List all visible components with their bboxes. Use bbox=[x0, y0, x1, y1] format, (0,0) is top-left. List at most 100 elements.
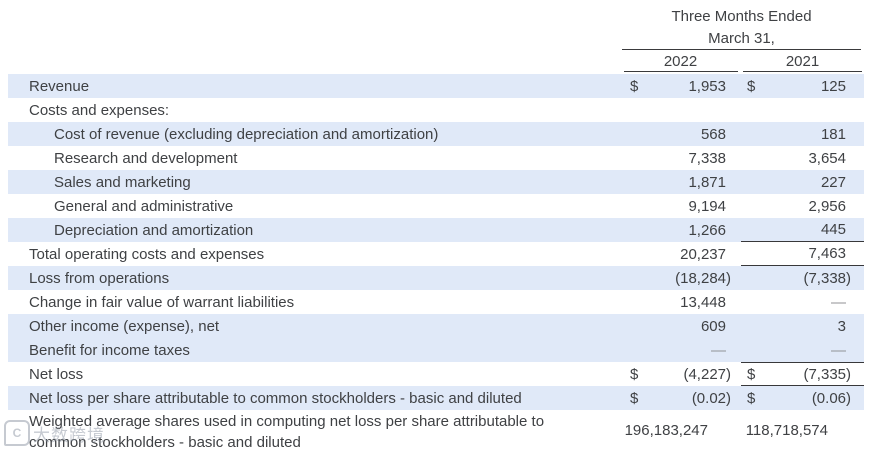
table-row-sales-marketing: Sales and marketing 1,871 227 bbox=[8, 170, 864, 194]
dollar-sign: $ bbox=[630, 389, 639, 407]
table-row-benefit-income-taxes: Benefit for income taxes — — bbox=[8, 338, 864, 362]
dollar-sign: $ bbox=[630, 77, 639, 95]
row-label: Benefit for income taxes bbox=[29, 341, 190, 359]
dollar-sign: $ bbox=[747, 365, 756, 383]
cell-2022: $1,953 bbox=[622, 74, 741, 98]
cell-2021: 7,463 bbox=[741, 242, 864, 266]
dollar-sign: $ bbox=[630, 365, 639, 383]
cell-2021 bbox=[741, 98, 864, 122]
table-row-general-administrative: General and administrative 9,194 2,956 bbox=[8, 194, 864, 218]
row-label: Net loss bbox=[29, 365, 84, 383]
value-2021: 2,956 bbox=[808, 197, 846, 215]
table-row-revenue: Revenue $1,953 $125 bbox=[8, 74, 864, 98]
row-label: Revenue bbox=[29, 77, 90, 95]
value-2022: — bbox=[711, 341, 726, 359]
value-2021: (7,335) bbox=[803, 365, 851, 383]
row-label: Loss from operations bbox=[29, 269, 170, 287]
value-2021: 125 bbox=[820, 77, 846, 95]
value-2021: (0.06) bbox=[811, 389, 851, 407]
value-2021: 181 bbox=[820, 125, 846, 143]
cell-2021: 227 bbox=[741, 170, 864, 194]
value-2021: 445 bbox=[820, 221, 846, 238]
value-2021: (7,338) bbox=[803, 269, 851, 287]
cell-2022: 1,871 bbox=[622, 170, 741, 194]
dollar-sign: $ bbox=[747, 77, 756, 95]
cell-2022: 568 bbox=[622, 122, 741, 146]
value-2022: 1,871 bbox=[688, 173, 726, 191]
col-underline-2021 bbox=[743, 71, 862, 72]
row-label: Research and development bbox=[54, 149, 238, 167]
row-label: General and administrative bbox=[54, 197, 234, 215]
value-2021: 3 bbox=[837, 317, 846, 335]
cell-2021: 118,718,574 bbox=[723, 410, 846, 458]
cell-2021: 3 bbox=[741, 314, 864, 338]
cell-2021: 181 bbox=[741, 122, 864, 146]
period-title: Three Months Ended bbox=[671, 8, 812, 25]
value-2021: — bbox=[831, 341, 846, 359]
value-2021: — bbox=[831, 293, 846, 311]
table-row-weighted-average-shares: Weighted average shares used in computin… bbox=[8, 410, 864, 458]
cell-2021: (7,338) bbox=[741, 266, 864, 290]
cell-2022: 196,183,247 bbox=[604, 410, 723, 458]
table-row-net-loss-per-share: Net loss per share attributable to commo… bbox=[8, 386, 864, 410]
value-2022: 20,237 bbox=[680, 245, 726, 263]
value-2021: 7,463 bbox=[808, 245, 846, 262]
value-2022: (18,284) bbox=[675, 269, 731, 287]
financial-table: Revenue $1,953 $125 Costs and expenses: … bbox=[8, 74, 864, 458]
cell-2022 bbox=[622, 98, 741, 122]
table-row-other-income: Other income (expense), net 609 3 bbox=[8, 314, 864, 338]
cell-2022: $ (0.02) bbox=[622, 386, 741, 410]
value-2021: 118,718,574 bbox=[745, 422, 828, 439]
cell-2022: — bbox=[622, 338, 741, 362]
col-header-2021: 2021 bbox=[785, 53, 820, 70]
value-2021: 227 bbox=[820, 173, 846, 191]
value-2022: 568 bbox=[700, 125, 726, 143]
value-2022: 609 bbox=[700, 317, 726, 335]
cell-2022: 609 bbox=[622, 314, 741, 338]
value-2022: 1,266 bbox=[688, 221, 726, 239]
table-row-depreciation-amortization: Depreciation and amortization 1,266 445 bbox=[8, 218, 864, 242]
cell-2022: 7,338 bbox=[622, 146, 741, 170]
table-row-cost-of-revenue: Cost of revenue (excluding depreciation … bbox=[8, 122, 864, 146]
value-2022: 13,448 bbox=[680, 293, 726, 311]
table-row-warrant-liabilities: Change in fair value of warrant liabilit… bbox=[8, 290, 864, 314]
table-row-loss-from-operations: Loss from operations (18,284) (7,338) bbox=[8, 266, 864, 290]
row-label: Net loss per share attributable to commo… bbox=[29, 389, 522, 407]
row-label: Costs and expenses: bbox=[29, 101, 170, 119]
value-2022: (0.02) bbox=[691, 389, 731, 407]
value-2022: (4,227) bbox=[683, 365, 731, 383]
value-2022: 196,183,247 bbox=[624, 422, 708, 439]
table-row-research-development: Research and development 7,338 3,654 bbox=[8, 146, 864, 170]
row-label: Other income (expense), net bbox=[29, 317, 220, 335]
value-2021: 3,654 bbox=[808, 149, 846, 167]
value-2022: 9,194 bbox=[688, 197, 726, 215]
row-label: Depreciation and amortization bbox=[54, 221, 254, 239]
cell-2021: $ (7,335) bbox=[741, 362, 864, 386]
cell-2022: (18,284) bbox=[622, 266, 741, 290]
cell-2022: 20,237 bbox=[622, 242, 741, 266]
value-2022: 1,953 bbox=[688, 77, 726, 95]
dollar-sign: $ bbox=[747, 389, 756, 407]
header-rule bbox=[622, 49, 861, 50]
cell-2022: $ (4,227) bbox=[622, 362, 741, 386]
table-row-net-loss: Net loss $ (4,227) $ (7,335) bbox=[8, 362, 864, 386]
cell-2021: $125 bbox=[741, 74, 864, 98]
row-label: Cost of revenue (excluding depreciation … bbox=[54, 125, 439, 143]
cell-2021: 2,956 bbox=[741, 194, 864, 218]
cell-2021: 445 bbox=[741, 218, 864, 242]
cell-2022: 1,266 bbox=[622, 218, 741, 242]
table-row-costs-header: Costs and expenses: bbox=[8, 98, 864, 122]
cell-2021: — bbox=[741, 290, 864, 314]
row-label: Change in fair value of warrant liabilit… bbox=[29, 293, 295, 311]
col-underline-2022 bbox=[624, 71, 738, 72]
col-header-2022: 2022 bbox=[663, 53, 698, 70]
cell-2021: 3,654 bbox=[741, 146, 864, 170]
value-2022: 7,338 bbox=[688, 149, 726, 167]
row-label: Weighted average shares used in computin… bbox=[29, 413, 545, 451]
row-label: Total operating costs and expenses bbox=[29, 245, 265, 263]
table-row-total-operating-costs: Total operating costs and expenses 20,23… bbox=[8, 242, 864, 266]
cell-2021: — bbox=[741, 338, 864, 362]
cell-2021: $ (0.06) bbox=[741, 386, 864, 410]
period-date: March 31, bbox=[708, 30, 775, 47]
